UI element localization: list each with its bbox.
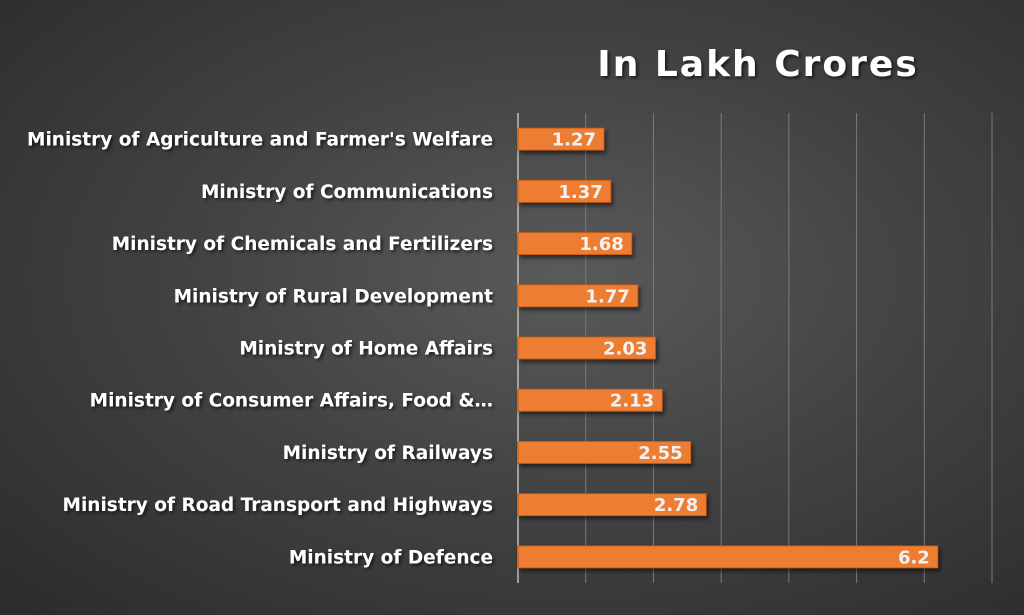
bar (517, 336, 656, 360)
category-labels: Ministry of Agriculture and Farmer's Wel… (27, 130, 493, 569)
bar (517, 232, 633, 255)
data-label: 6.2 (898, 547, 930, 568)
category-label: Ministry of Defence (289, 547, 493, 568)
data-label: 2.13 (610, 391, 654, 412)
data-label: 2.55 (638, 443, 682, 464)
category-label: Ministry of Road Transport and Highways (63, 495, 493, 516)
bars: 1.27 1.37 1.68 1.77 2.03 2.13 2.55 2.78 6.2 (517, 127, 939, 569)
bar (517, 284, 639, 308)
category-label: Ministry of Railways (283, 443, 493, 464)
data-label: 1.68 (579, 234, 623, 255)
category-label: Ministry of Consumer Affairs, Food &… (90, 391, 493, 412)
category-label: Ministry of Communications (201, 182, 493, 203)
category-label: Ministry of Rural Development (174, 286, 494, 307)
category-label: Ministry of Chemicals and Fertilizers (112, 234, 493, 255)
category-label: Ministry of Agriculture and Farmer's Wel… (27, 130, 493, 151)
data-label: 1.77 (585, 286, 629, 307)
data-label: 2.78 (654, 495, 698, 516)
chart-title: In Lakh Crores (597, 44, 918, 85)
bar (517, 127, 605, 151)
bar (517, 545, 939, 569)
category-label: Ministry of Home Affairs (239, 339, 493, 360)
gridlines (517, 113, 993, 583)
bar (517, 388, 663, 412)
bar (517, 441, 692, 464)
bar (517, 179, 612, 203)
data-label: 1.27 (552, 130, 596, 151)
data-label: 1.37 (558, 182, 602, 203)
data-label: 2.03 (603, 339, 647, 360)
bar (517, 493, 707, 517)
